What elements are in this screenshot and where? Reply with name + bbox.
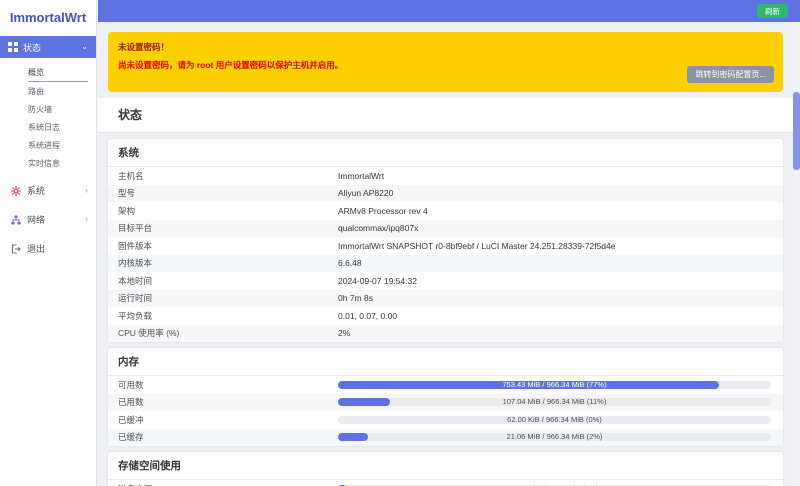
row-label: 本地时间 xyxy=(118,275,153,286)
progress-fill xyxy=(338,398,390,407)
table-row: 已缓冲 62.00 KiB / 966.34 MiB (0%) xyxy=(108,411,783,429)
progress-bar: 62.00 KiB / 966.34 MiB (0%) xyxy=(338,414,771,424)
table-row: 固件版本 ImmortalWrt SNAPSHOT r0-8bf9ebf / Lu… xyxy=(108,237,783,255)
table-row: 目标平台 qualcommax/ipq807x xyxy=(108,219,783,237)
storage-section: 存储空间使用 磁盘空间 1.32 MiB / 94.40 MiB (1%) 临时… xyxy=(108,452,783,486)
system-section-title: 系统 xyxy=(108,139,783,167)
chevron-right-icon: › xyxy=(85,214,88,224)
row-value: 2024-09-07 19:54:32 xyxy=(338,275,417,286)
row-value: ImmortalWrt xyxy=(338,170,385,181)
progress-text: 21.06 MiB / 966.34 MiB (2%) xyxy=(506,432,603,442)
vertical-scrollbar[interactable] xyxy=(793,22,800,486)
table-row: 主机名 ImmortalWrt xyxy=(108,167,783,185)
row-label: 主机名 xyxy=(118,170,144,181)
logout-icon xyxy=(11,243,21,254)
page-content: 未设置密码！ 尚未设置密码，请为 root 用户设置密码以保护主机并启用。 跳转… xyxy=(98,22,793,486)
sidebar-item-network[interactable]: 网络 › xyxy=(0,205,96,234)
memory-section: 内存 可用数 753.43 MiB / 966.34 MiB (77%) 已用数… xyxy=(108,348,783,446)
sidebar-item-overview[interactable]: 概览 xyxy=(28,63,88,82)
row-value: 2% xyxy=(338,328,351,339)
row-label: 架构 xyxy=(118,205,136,216)
row-label: CPU 使用率 (%) xyxy=(118,328,180,339)
system-rows: 主机名 ImmortalWrt 型号 Aliyun AP8220 架构 ARMv8 P… xyxy=(108,167,783,342)
row-label: 可用数 xyxy=(118,379,144,390)
sidebar: ImmortalWrt 状态 ⌄ 概览 路由 防火墙 系统日志 系统进程 实时信… xyxy=(0,0,97,486)
storage-section-title: 存储空间使用 xyxy=(108,452,783,480)
chevron-down-icon: ⌄ xyxy=(81,42,88,51)
progress-fill xyxy=(338,433,369,442)
table-row: 型号 Aliyun AP8220 xyxy=(108,184,783,202)
sidebar-item-routes[interactable]: 路由 xyxy=(28,87,44,96)
table-row: 已缓存 21.06 MiB / 966.34 MiB (2%) xyxy=(108,428,783,446)
sidebar-item-firewall[interactable]: 防火墙 xyxy=(28,105,52,114)
app-logo: ImmortalWrt xyxy=(9,10,87,25)
row-label: 已缓存 xyxy=(118,432,144,443)
row-label: 平均负载 xyxy=(118,310,153,321)
progress-bar: 107.04 MiB / 966.34 MiB (11%) xyxy=(338,397,771,407)
main-area: 刷新 未设置密码！ 尚未设置密码，请为 root 用户设置密码以保护主机并启用。… xyxy=(98,0,800,486)
progress-text: 753.43 MiB / 966.34 MiB (77%) xyxy=(502,379,607,389)
row-value: qualcommax/ipq807x xyxy=(338,223,419,234)
sidebar-item-processes[interactable]: 系统进程 xyxy=(28,141,60,150)
sidebar-item-realtime[interactable]: 实时信息 xyxy=(28,159,60,168)
progress-text: 107.04 MiB / 966.34 MiB (11%) xyxy=(502,397,607,407)
row-value: 0h 7m 8s xyxy=(338,293,373,304)
sidebar-item-system[interactable]: 系统 › xyxy=(0,176,96,205)
dashboard-grid-icon xyxy=(8,42,18,52)
status-submenu: 概览 路由 防火墙 系统日志 系统进程 实时信息 xyxy=(0,63,96,172)
table-row: 运行时间 0h 7m 8s xyxy=(108,289,783,307)
system-section: 系统 主机名 ImmortalWrt 型号 Aliyun AP8220 架构 ARMv… xyxy=(108,139,783,342)
page-title-bar: 状态 xyxy=(98,98,793,133)
banner-message: 尚未设置密码，请为 root 用户设置密码以保护主机并启用。 xyxy=(118,60,344,70)
top-header-bar: 刷新 xyxy=(98,0,800,22)
table-row: CPU 使用率 (%) 2% xyxy=(108,324,783,342)
network-icon xyxy=(11,215,21,225)
row-label: 固件版本 xyxy=(118,240,153,251)
page-title: 状态 xyxy=(118,108,143,122)
sidebar-item-logout[interactable]: 退出 xyxy=(0,234,96,263)
sidebar-status-label: 状态 xyxy=(23,42,42,53)
gear-icon xyxy=(11,185,21,196)
progress-bar: 21.06 MiB / 966.34 MiB (2%) xyxy=(338,432,771,442)
row-label: 运行时间 xyxy=(118,293,153,304)
row-value: ARMv8 Processor rev 4 xyxy=(338,205,428,216)
row-value: 6.6.48 xyxy=(338,258,362,269)
row-label: 磁盘空间 xyxy=(108,483,338,486)
table-row: 可用数 753.43 MiB / 966.34 MiB (77%) xyxy=(108,376,783,394)
chevron-right-icon: › xyxy=(85,185,88,195)
banner-title: 未设置密码！ xyxy=(118,42,170,52)
table-row: 平均负载 0.01, 0.07, 0.00 xyxy=(108,307,783,325)
sidebar-network-label: 网络 xyxy=(27,215,46,225)
progress-bar: 1.32 MiB / 94.40 MiB (1%) xyxy=(338,484,771,486)
table-row: 架构 ARMv8 Processor rev 4 xyxy=(108,202,783,220)
row-value: 0.01, 0.07, 0.00 xyxy=(338,310,398,321)
progress-fill xyxy=(338,380,720,389)
table-row: 磁盘空间 1.32 MiB / 94.40 MiB (1%) xyxy=(108,480,783,486)
memory-section-title: 内存 xyxy=(108,348,783,376)
sidebar-system-label: 系统 xyxy=(27,186,46,196)
row-value: ImmortalWrt SNAPSHOT r0-8bf9ebf / LuCI M… xyxy=(338,240,616,251)
row-label: 目标平台 xyxy=(118,223,153,234)
table-row: 内核版本 6.6.48 xyxy=(108,254,783,272)
progress-bar: 753.43 MiB / 966.34 MiB (77%) xyxy=(338,379,771,389)
sidebar-item-status[interactable]: 状态 ⌄ xyxy=(0,36,96,58)
go-to-password-config-button[interactable]: 跳转到密码配置页... xyxy=(687,66,774,83)
scrollbar-thumb[interactable] xyxy=(793,92,800,170)
row-label: 型号 xyxy=(118,188,136,199)
progress-text: 1.32 MiB / 94.40 MiB (1%) xyxy=(338,484,771,486)
row-label: 已用数 xyxy=(118,397,144,408)
refresh-toggle-button[interactable]: 刷新 xyxy=(757,4,788,18)
row-value: Aliyun AP8220 xyxy=(338,188,394,199)
table-row: 本地时间 2024-09-07 19:54:32 xyxy=(108,272,783,290)
row-label: 内核版本 xyxy=(118,258,153,269)
progress-text: 62.00 KiB / 966.34 MiB (0%) xyxy=(507,414,602,424)
password-warning-banner: 未设置密码！ 尚未设置密码，请为 root 用户设置密码以保护主机并启用。 跳转… xyxy=(108,32,783,92)
row-label: 已缓冲 xyxy=(118,414,144,425)
storage-rows: 磁盘空间 1.32 MiB / 94.40 MiB (1%) 临时空间 1.32… xyxy=(108,480,783,486)
sidebar-item-system-log[interactable]: 系统日志 xyxy=(28,123,60,132)
sidebar-logout-label: 退出 xyxy=(27,244,46,254)
progress-fill xyxy=(338,484,347,486)
memory-rows: 可用数 753.43 MiB / 966.34 MiB (77%) 已用数 10… xyxy=(108,376,783,446)
table-row: 已用数 107.04 MiB / 966.34 MiB (11%) xyxy=(108,393,783,411)
